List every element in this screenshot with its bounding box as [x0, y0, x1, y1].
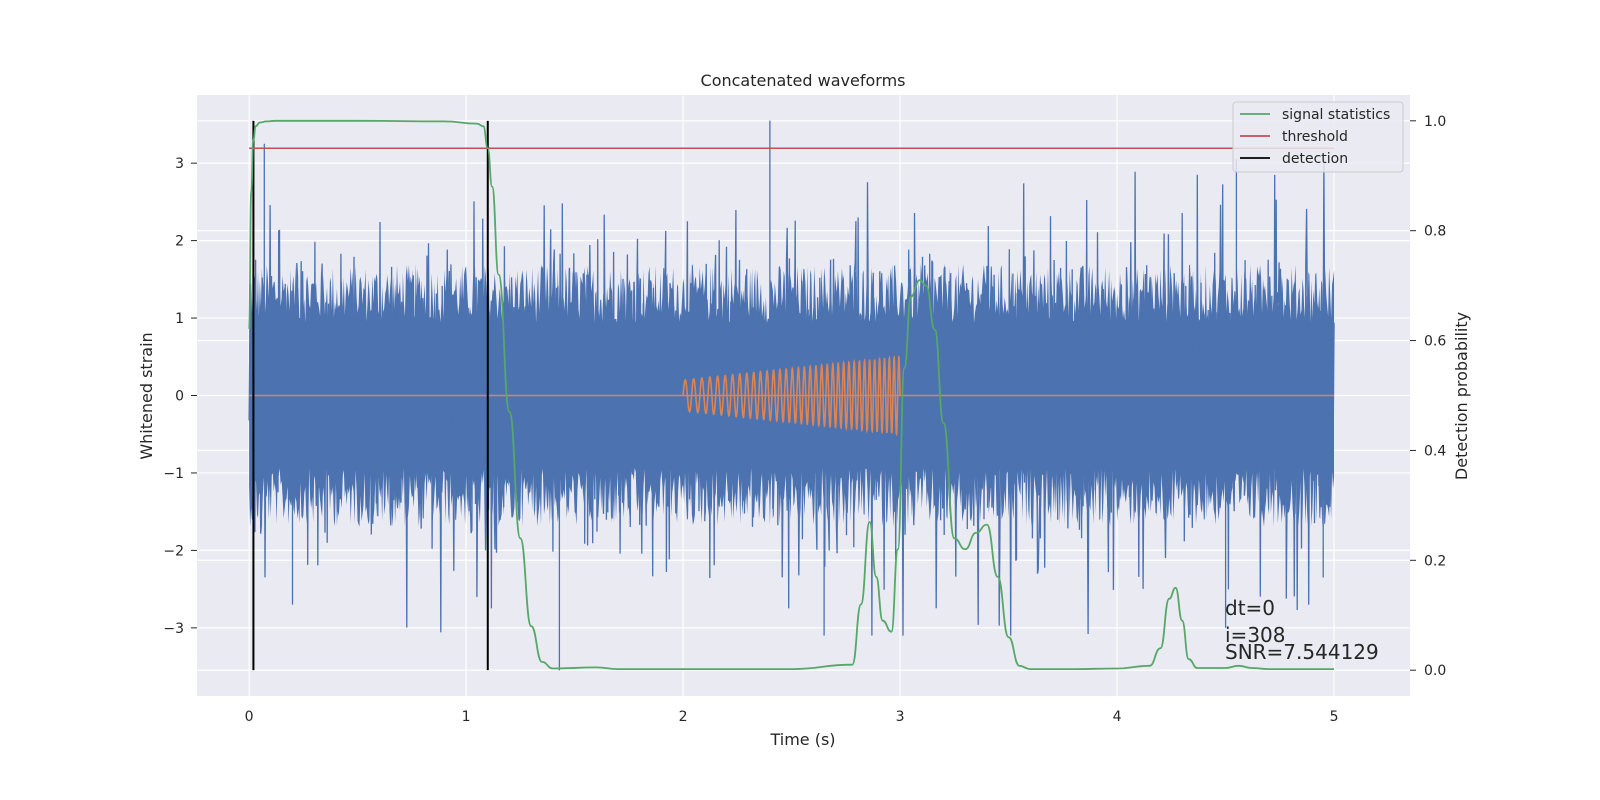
- y-tick-label: 0: [175, 389, 184, 405]
- x-axis-label: Time (s): [769, 730, 835, 749]
- y2-tick-label: 0.6: [1424, 334, 1446, 350]
- annotation-snr: SNR=7.544129: [1225, 640, 1379, 664]
- y2-axis-ticks: 0.0 0.2 0.4 0.6 0.8 1.0: [1410, 114, 1446, 679]
- series-noise-spikes: [248, 120, 1335, 671]
- y2-tick-label: 0.4: [1424, 443, 1446, 459]
- series-signal-statistics: [248, 119, 1335, 671]
- x-axis-ticks: 0 1 2 3 4 5: [245, 709, 1339, 725]
- y-tick-label: 1: [175, 311, 184, 327]
- x-tick-label: 2: [679, 709, 688, 725]
- y-tick-label: −2: [163, 543, 184, 559]
- y2-tick-label: 0.0: [1424, 663, 1446, 679]
- annotation-dt: dt=0: [1225, 596, 1275, 620]
- x-tick-label: 1: [462, 709, 471, 725]
- legend-box: [1232, 101, 1404, 173]
- y-tick-label: 3: [175, 156, 184, 172]
- x-tick-label: 3: [896, 709, 905, 725]
- legend-label-threshold: threshold: [1282, 129, 1348, 145]
- y2-tick-label: 0.2: [1424, 553, 1446, 569]
- y2-axis-label: Detection probability: [1452, 312, 1471, 480]
- legend-label-detection: detection: [1282, 151, 1348, 167]
- x-tick-label: 5: [1330, 709, 1339, 725]
- detection-lines: [252, 120, 489, 671]
- legend-label-signal-statistics: signal statistics: [1282, 107, 1390, 123]
- y2-tick-label: 1.0: [1424, 114, 1446, 130]
- annotation-text: dt=0 i=308 SNR=7.544129: [1225, 596, 1379, 664]
- annotation-index: i=308: [1225, 623, 1286, 647]
- y-tick-label: −1: [163, 466, 184, 482]
- legend: signal statistics threshold detection: [1232, 101, 1404, 173]
- y-axis-ticks: −3 −2 −1 0 1 2 3: [163, 156, 197, 637]
- x-tick-label: 0: [245, 709, 254, 725]
- y-axis-label: Whitened strain: [137, 332, 156, 459]
- chart-title: Concatenated waveforms: [701, 71, 906, 90]
- y-tick-label: 2: [175, 234, 184, 250]
- x-tick-label: 4: [1113, 709, 1122, 725]
- plot-area: [248, 119, 1335, 671]
- series-injected-chirp: [682, 355, 901, 437]
- y-tick-label: −3: [163, 621, 184, 637]
- y2-tick-label: 0.8: [1424, 224, 1446, 240]
